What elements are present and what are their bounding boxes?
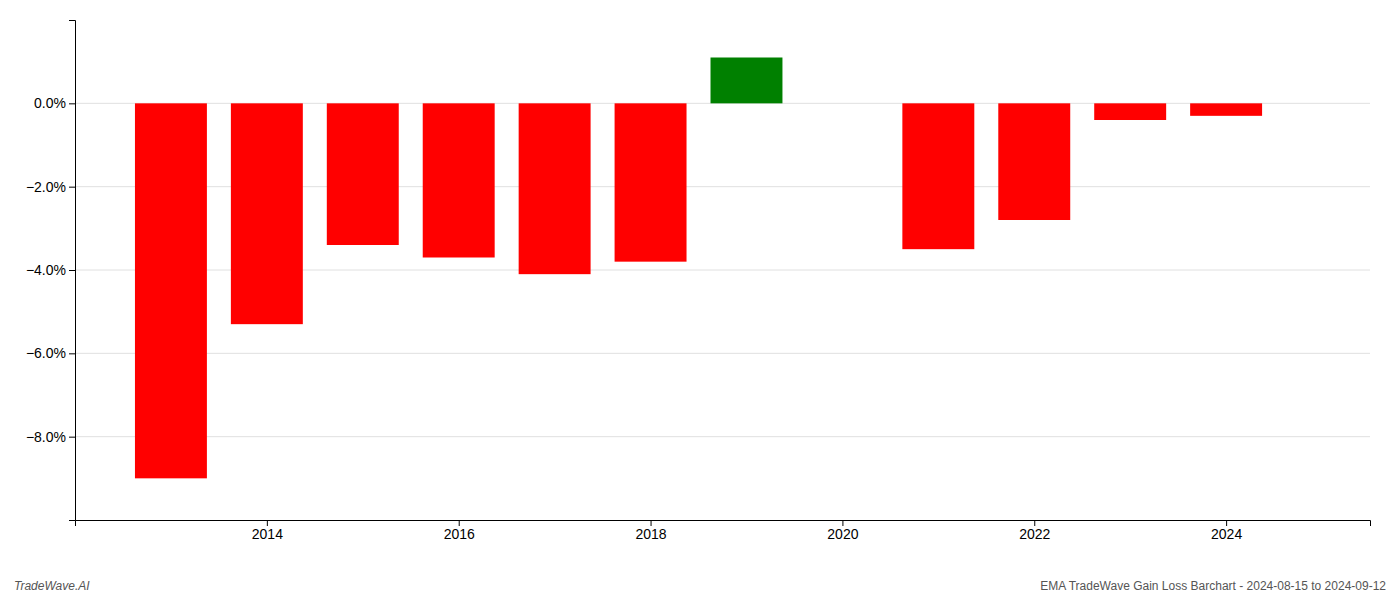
y-tick-label: −2.0% [26, 179, 66, 195]
bar [327, 103, 399, 245]
bar [519, 103, 591, 274]
x-tick-label: 2016 [444, 526, 475, 542]
y-tick-mark [69, 103, 75, 104]
plot: 0.0% −2.0% −4.0% −6.0% −8.0% 2014 2016 2018 2020… [26, 21, 1371, 542]
bar [1190, 103, 1262, 116]
bar [231, 103, 303, 324]
y-tick-label: 0.0% [34, 95, 66, 111]
bar [135, 103, 207, 478]
y-tick-mark [69, 187, 75, 188]
x-tick-label: 2024 [1211, 526, 1242, 542]
x-tick-label: 2014 [252, 526, 283, 542]
bar [902, 103, 974, 249]
y-tick: 0.0% [34, 95, 75, 111]
y-tick: −6.0% [26, 345, 75, 361]
y-axis: 0.0% −2.0% −4.0% −6.0% −8.0% [26, 21, 76, 521]
y-tick-label: −4.0% [26, 262, 66, 278]
y-tick: −2.0% [26, 179, 75, 195]
x-tick: 2016 [444, 520, 475, 542]
grid-line [75, 353, 1370, 354]
y-tick: −4.0% [26, 262, 75, 278]
x-tick: 2024 [1211, 520, 1242, 542]
y-tick: −8.0% [26, 429, 75, 445]
y-tick-mark [69, 270, 75, 271]
grid-line [75, 436, 1370, 437]
y-tick-mark [69, 437, 75, 438]
bar [711, 58, 783, 104]
footer: TradeWave.AI EMA TradeWave Gain Loss Barc… [14, 579, 1386, 593]
x-tick-label: 2018 [635, 526, 666, 542]
y-tick-label: −8.0% [26, 429, 66, 445]
x-tick: 2018 [635, 520, 666, 542]
bar [423, 103, 495, 257]
grid [75, 103, 1370, 436]
x-axis: 2014 2016 2018 2020 2022 2024 [76, 520, 1371, 542]
bar [1094, 103, 1166, 120]
bar [615, 103, 687, 261]
x-tick: 2020 [827, 520, 858, 542]
footer-right: EMA TradeWave Gain Loss Barchart - 2024-… [1040, 579, 1386, 593]
bars [135, 58, 1262, 479]
x-tick: 2014 [252, 520, 283, 542]
bar [998, 103, 1070, 220]
x-tick: 2022 [1019, 520, 1050, 542]
y-tick-label: −6.0% [26, 345, 66, 361]
y-tick-mark [69, 353, 75, 354]
footer-left: TradeWave.AI [14, 579, 90, 593]
x-tick-label: 2020 [827, 526, 858, 542]
x-tick-label: 2022 [1019, 526, 1050, 542]
chart: 0.0% −2.0% −4.0% −6.0% −8.0% 2014 2016 2018 2020… [0, 0, 1400, 600]
y-axis-line [69, 21, 76, 521]
